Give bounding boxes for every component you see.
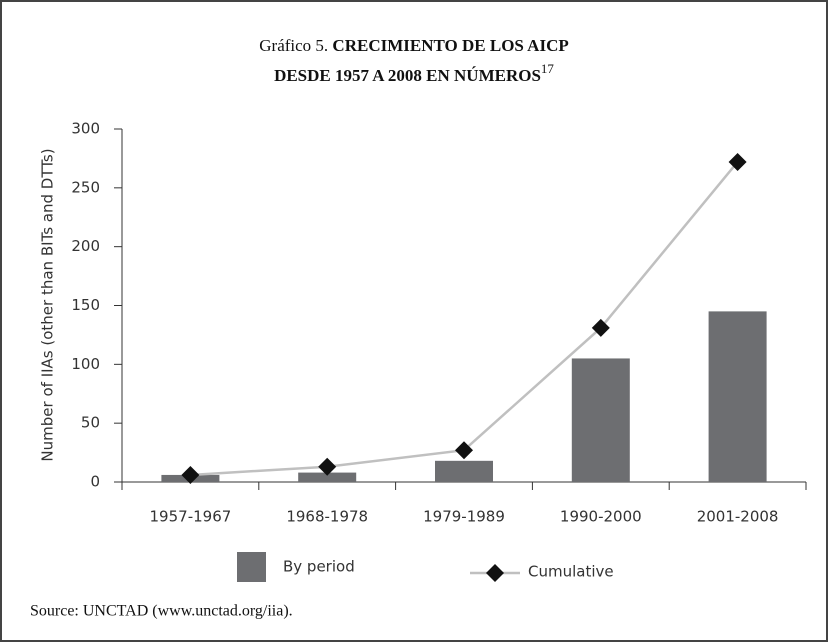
chart-title: DESDE 1957 A 2008 EN NÚMEROS17: [274, 61, 554, 85]
y-tick-label: 150: [71, 296, 100, 314]
y-tick-label: 300: [71, 120, 100, 138]
x-tick-label: 1979-1989: [423, 508, 505, 526]
bar: [298, 472, 357, 482]
marker: [728, 152, 747, 171]
bar: [571, 358, 630, 482]
bar: [435, 460, 493, 482]
legend-label: Cumulative: [528, 563, 614, 581]
title-label: Gráfico 5.: [259, 36, 328, 55]
x-tick-label: 1957-1967: [150, 508, 232, 526]
title-line: CRECIMIENTO DE LOS AICP: [332, 36, 568, 55]
y-axis-label: Number of IIAs (other than BITs and DTTs…: [39, 148, 57, 461]
x-tick-label: 1990-2000: [560, 508, 642, 526]
source: Source: UNCTAD (www.unctad.org/iia).: [30, 603, 293, 620]
bar: [708, 311, 767, 482]
x-tick-label: 1968-1978: [286, 508, 368, 526]
y-tick-label: 0: [90, 473, 100, 491]
marker: [181, 465, 200, 484]
chart-title: Gráfico 5. CRECIMIENTO DE LOS AICP: [259, 36, 569, 55]
marker: [318, 457, 337, 476]
y-tick-label: 100: [71, 355, 100, 373]
y-tick-label: 50: [81, 414, 100, 432]
y-tick-label: 200: [71, 237, 100, 255]
title-note: 17: [541, 61, 555, 76]
legend-label: By period: [283, 558, 355, 576]
legend-marker: [486, 564, 504, 582]
y-tick-label: 250: [71, 178, 100, 196]
marker: [455, 441, 473, 460]
marker: [591, 318, 610, 337]
legend-swatch: [237, 552, 266, 582]
x-tick-label: 2001-2008: [697, 508, 779, 526]
title-line: DESDE 1957 A 2008 EN NÚMEROS: [274, 66, 541, 85]
